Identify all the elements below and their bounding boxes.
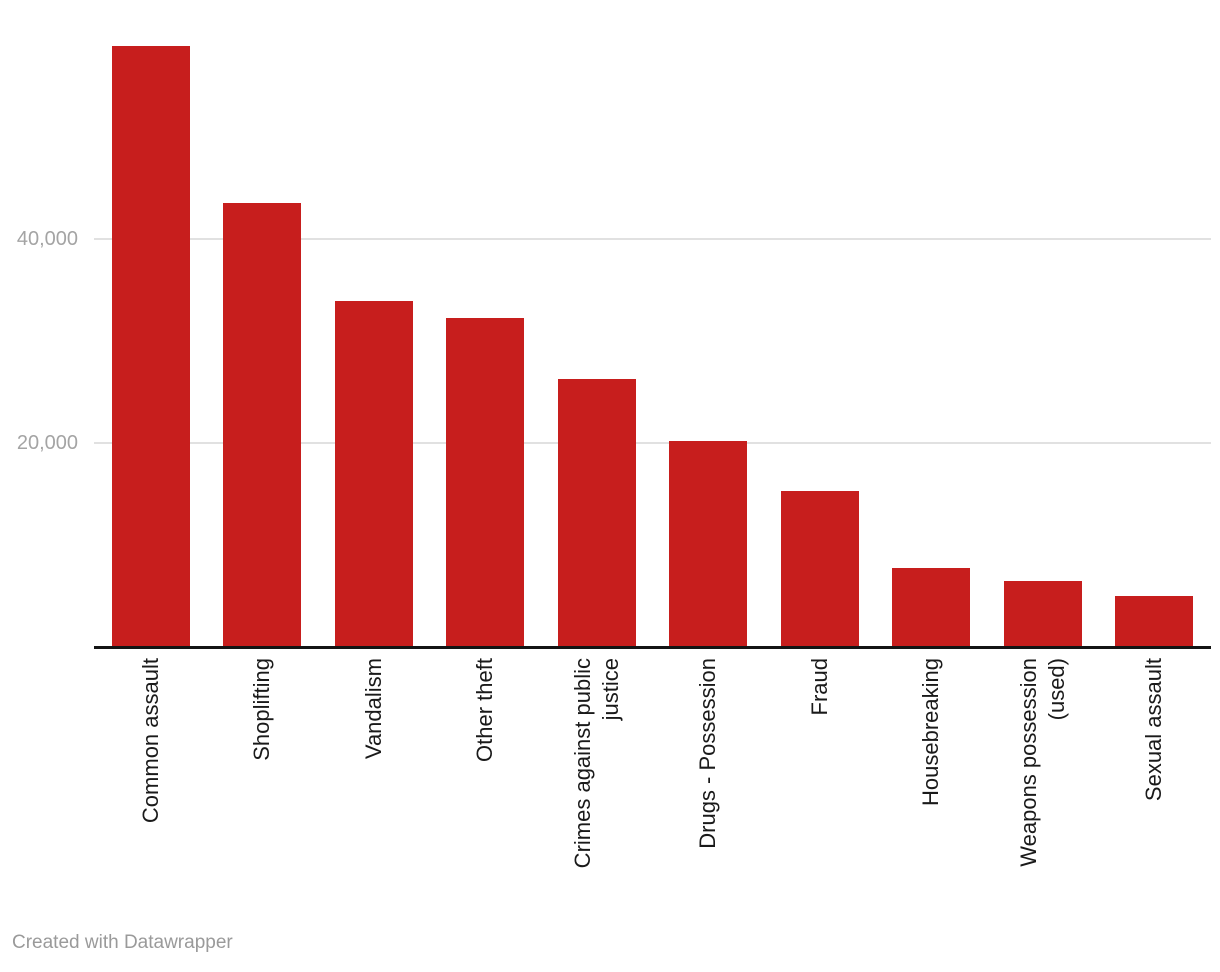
datawrapper-attribution-link[interactable]: Created with Datawrapper bbox=[12, 932, 233, 953]
bar-housebreaking[interactable] bbox=[892, 567, 970, 646]
x-axis-label: Sexual assault bbox=[1141, 658, 1166, 802]
x-axis-label: Other theft bbox=[472, 658, 497, 762]
gridline bbox=[94, 441, 1211, 444]
x-axis-label: Weapons possession (used) bbox=[1015, 658, 1069, 867]
x-axis-label: Housebreaking bbox=[918, 658, 943, 806]
bar-crimes-against-public-justice[interactable] bbox=[557, 378, 636, 646]
x-axis-line bbox=[94, 646, 1211, 649]
y-tick-label: 40,000 bbox=[16, 228, 78, 251]
chart-footer: Created with Datawrapper bbox=[12, 931, 233, 955]
bar-shoplifting[interactable] bbox=[223, 202, 301, 646]
bar-vandalism[interactable] bbox=[334, 301, 413, 646]
bar-common-assault[interactable] bbox=[111, 46, 190, 646]
x-axis-label: Crimes against public justice bbox=[569, 658, 623, 869]
x-axis-label: Shoplifting bbox=[249, 658, 274, 761]
x-axis-label: Vandalism bbox=[360, 658, 386, 760]
bar-other-theft[interactable] bbox=[446, 317, 524, 646]
bar-sexual-assault[interactable] bbox=[1115, 596, 1193, 646]
bar-weapons-possession-used[interactable] bbox=[1003, 580, 1082, 646]
y-tick-label: 20,000 bbox=[16, 431, 78, 454]
bar-drugs-possession[interactable] bbox=[669, 440, 747, 646]
gridline bbox=[94, 238, 1211, 241]
x-axis-label: Fraud bbox=[806, 658, 832, 716]
x-axis-label: Common assault bbox=[137, 658, 163, 824]
x-axis-label: Drugs - Possession bbox=[695, 658, 720, 849]
bar-fraud[interactable] bbox=[780, 491, 859, 646]
